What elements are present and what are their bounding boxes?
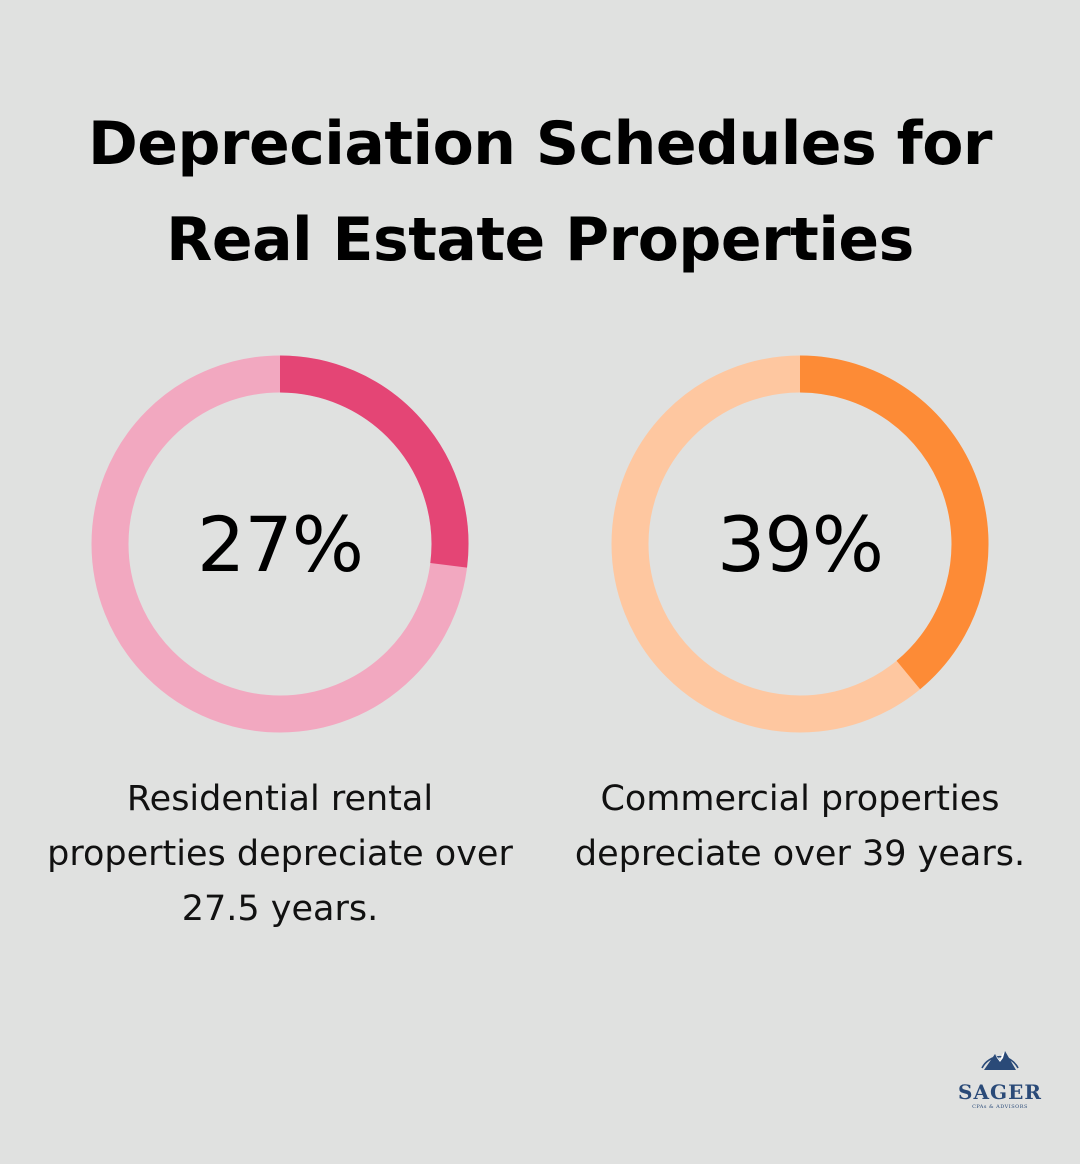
caption-line: depreciate over 39 years. bbox=[574, 834, 1026, 874]
caption-residential: Residential rental properties depreciate… bbox=[20, 772, 540, 937]
logo-tagline: CPAs & ADVISORS bbox=[972, 1104, 1028, 1110]
donut-value-arc bbox=[799, 355, 989, 690]
donut-chart-commercial: 39% bbox=[611, 355, 989, 733]
page-title: Depreciation Schedules for Real Estate P… bbox=[0, 96, 1080, 288]
title-line-2: Real Estate Properties bbox=[166, 205, 914, 275]
caption-line: Commercial properties bbox=[600, 779, 1000, 819]
caption-line: 27.5 years. bbox=[181, 889, 379, 929]
title-line-1: Depreciation Schedules for bbox=[87, 109, 993, 179]
donut-value-label: 39% bbox=[717, 499, 884, 589]
caption-commercial: Commercial properties depreciate over 39… bbox=[540, 772, 1060, 882]
sager-logo: SAGER CPAs & ADVISORS bbox=[948, 1042, 1052, 1122]
mountain-logo-icon bbox=[981, 1051, 1019, 1070]
logo-wordmark: SAGER bbox=[958, 1080, 1042, 1104]
donut-value-arc bbox=[279, 355, 469, 568]
caption-line: properties depreciate over bbox=[47, 834, 513, 874]
donut-chart-residential: 27% bbox=[91, 355, 469, 733]
caption-line: Residential rental bbox=[126, 779, 434, 819]
donut-value-label: 27% bbox=[197, 499, 364, 589]
